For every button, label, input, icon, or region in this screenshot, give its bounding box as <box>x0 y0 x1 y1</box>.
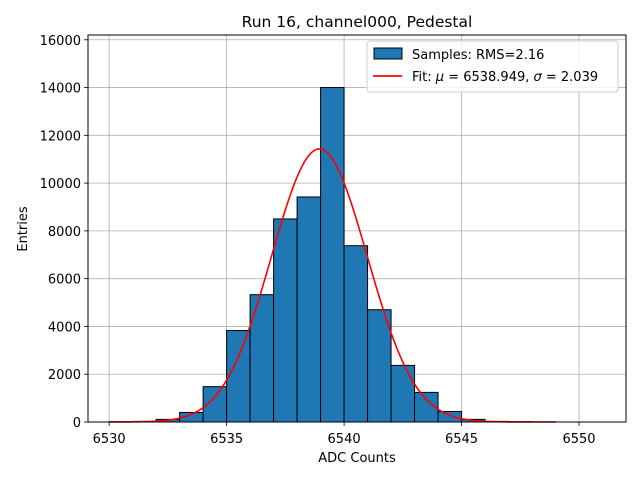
y-tick-label: 0 <box>73 416 81 431</box>
histogram-bar <box>343 245 369 423</box>
legend-histogram-swatch <box>373 47 403 60</box>
histogram-bar <box>367 309 392 423</box>
histogram-bar <box>437 410 463 423</box>
legend-fit-sigma-symbol: σ <box>534 70 543 85</box>
y-tick-label: 16000 <box>40 34 81 49</box>
y-tick-label: 12000 <box>40 129 81 144</box>
y-tick-label: 8000 <box>48 225 81 240</box>
legend-fit-prefix: Fit: <box>412 70 436 85</box>
x-tick-label: 6550 <box>562 432 595 447</box>
histogram-bar <box>320 87 345 423</box>
y-axis-label: Entries <box>16 206 31 252</box>
histogram-bar <box>273 218 298 423</box>
plot-frame <box>87 34 627 423</box>
legend: Samples: RMS=2.16 Fit: μ = 6538.949, σ =… <box>366 40 619 93</box>
histogram-bars <box>108 87 557 423</box>
fit-curve-group <box>109 148 556 423</box>
histogram-bar <box>226 330 251 423</box>
legend-fit-mu-value: = 6538.949, <box>444 70 533 85</box>
y-tick-label: 2000 <box>48 368 81 383</box>
x-tick-label: 6530 <box>93 432 126 447</box>
x-axis-ticks: 6530 6535 6540 6545 6550 <box>93 422 596 447</box>
x-axis-label: ADC Counts <box>318 451 396 466</box>
legend-fit-label: Fit: μ = 6538.949, σ = 2.039 <box>412 70 598 85</box>
legend-histogram-label: Samples: RMS=2.16 <box>412 48 544 63</box>
legend-box <box>366 40 619 93</box>
histogram-bar <box>390 364 416 423</box>
x-tick-label: 6535 <box>210 432 243 447</box>
y-axis-ticks: 0 2000 4000 6000 8000 10000 12000 14000 16000 <box>40 34 88 431</box>
chart-title: Run 16, channel000, Pedestal <box>242 13 473 31</box>
y-tick-label: 10000 <box>40 177 81 192</box>
fit-curve <box>109 148 556 423</box>
x-tick-label: 6545 <box>445 432 478 447</box>
histogram-bar <box>296 196 322 423</box>
legend-fit-sigma-value: = 2.039 <box>542 70 598 85</box>
y-tick-label: 6000 <box>48 273 81 288</box>
legend-fit-mu-symbol: μ <box>435 70 444 85</box>
y-tick-label: 14000 <box>40 82 81 97</box>
y-tick-label: 4000 <box>48 320 81 335</box>
x-tick-label: 6540 <box>328 432 361 447</box>
